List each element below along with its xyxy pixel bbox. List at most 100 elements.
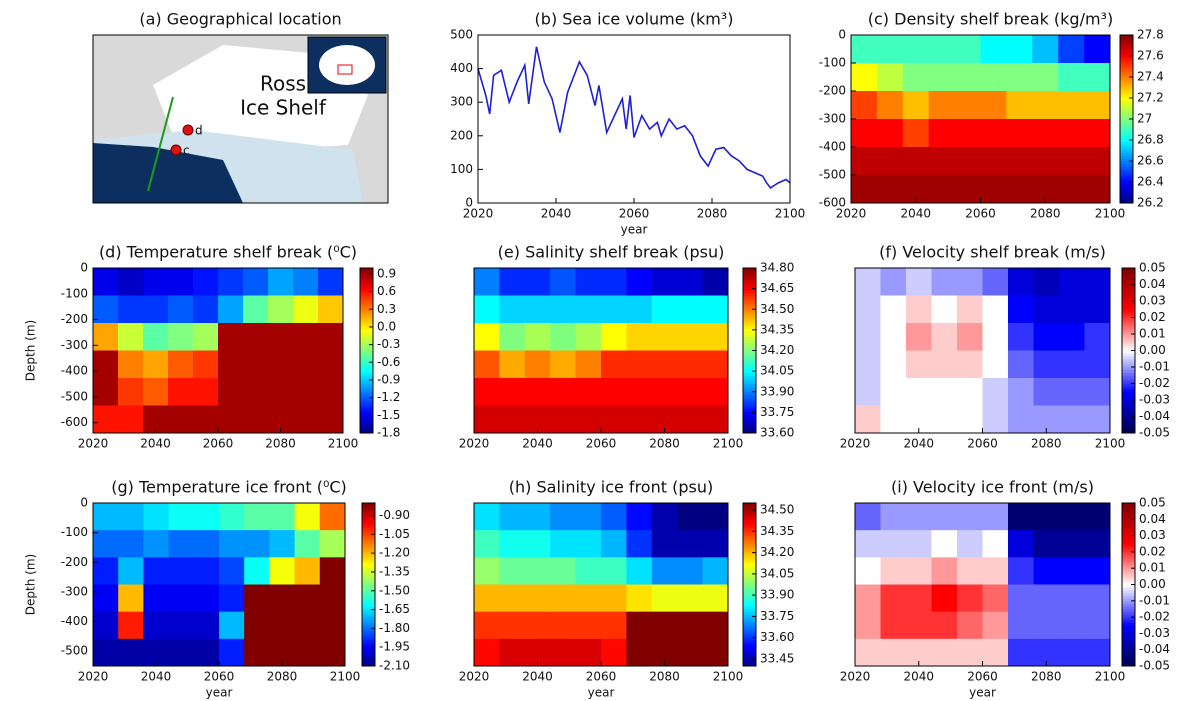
heat-cell	[1034, 296, 1060, 324]
heat-cell	[168, 351, 194, 379]
heat-cell	[320, 557, 346, 585]
heat-cell	[474, 268, 500, 296]
heat-cell	[677, 503, 703, 531]
y-tick-label: -400	[61, 614, 88, 628]
colorbar-label: 33.90	[760, 588, 794, 602]
heat-cell	[1008, 296, 1034, 324]
heat-cell	[1008, 323, 1034, 351]
heat-cell	[957, 268, 983, 296]
colorbar-label: 27.2	[1137, 91, 1164, 105]
heat-cell	[525, 351, 551, 379]
heat-cell	[1008, 585, 1034, 613]
x-tick-label: 2020	[840, 437, 871, 451]
station	[183, 125, 193, 135]
heat-cell	[906, 378, 932, 406]
plot-area	[478, 35, 790, 203]
heat-cell	[576, 378, 602, 406]
heat-cell	[703, 406, 729, 434]
heat-cell	[652, 585, 678, 613]
heat-cell	[929, 147, 955, 176]
colorbar-label: 0.02	[1139, 544, 1166, 558]
heat-cell	[244, 557, 270, 585]
heat-cell	[1085, 351, 1111, 379]
heat-cell	[1085, 639, 1111, 667]
heat-cell	[193, 351, 219, 379]
colorbar-label: 0.00	[1139, 577, 1166, 591]
heat-cell	[855, 378, 881, 406]
x-tick-label: 2040	[522, 437, 553, 451]
heat-cell	[193, 268, 219, 296]
x-tick-label: 2060	[203, 437, 234, 451]
y-axis-label: Depth (m)	[24, 320, 38, 381]
heat-cell	[1059, 296, 1085, 324]
colorbar-label: 0.3	[377, 302, 396, 316]
heat-cell	[243, 268, 269, 296]
heat-cell	[601, 406, 627, 434]
heat-cell	[1059, 268, 1085, 296]
heat-cell	[703, 557, 729, 585]
heat-cell	[626, 351, 652, 379]
colorbar-label: 33.75	[760, 609, 794, 623]
heat-cell	[1058, 35, 1084, 64]
heat-cell	[576, 585, 602, 613]
heat-cell	[1059, 585, 1085, 613]
x-tick-label: 2040	[900, 207, 931, 221]
y-tick-label: -300	[61, 584, 88, 598]
heat-cell	[293, 296, 319, 324]
heat-cell	[983, 585, 1009, 613]
heat-cell	[1085, 503, 1111, 531]
y-tick-label: 400	[450, 61, 473, 75]
heat-cell	[601, 585, 627, 613]
heat-cell	[1084, 119, 1110, 148]
heat-cell	[268, 323, 294, 351]
y-tick-label: 300	[450, 95, 473, 109]
colorbar-label: 0.04	[1139, 512, 1166, 526]
heat-cell	[929, 91, 955, 120]
heat-cell	[499, 557, 525, 585]
heat-cell	[703, 530, 729, 558]
map-label: Ross	[260, 72, 306, 96]
heat-cell	[118, 406, 144, 434]
x-tick-label: 2060	[967, 437, 998, 451]
heat-cell	[218, 378, 244, 406]
heat-cell	[1006, 91, 1032, 120]
heat-cell	[929, 175, 955, 204]
colorbar-label: 0.05	[1139, 261, 1166, 275]
heat-cell	[955, 35, 981, 64]
x-tick-label: 2100	[1095, 207, 1126, 221]
heat-cell	[93, 639, 119, 667]
heat-cell	[244, 530, 270, 558]
heat-cell	[295, 639, 321, 667]
heat-cell	[1085, 378, 1111, 406]
y-tick-label: -500	[819, 168, 846, 182]
y-tick-label: 0	[80, 261, 88, 275]
heat-cell	[932, 503, 958, 531]
heat-cell	[957, 639, 983, 667]
heat-cell	[1085, 585, 1111, 613]
heat-cell	[983, 612, 1009, 640]
panel-title: (e) Salinity shelf break (psu)	[498, 243, 725, 262]
heat-cell	[677, 530, 703, 558]
heat-cell	[1006, 63, 1032, 92]
heat-cell	[1084, 91, 1110, 120]
heat-cell	[168, 406, 194, 434]
x-tick-label: 2020	[78, 437, 109, 451]
heat-cell	[218, 268, 244, 296]
heat-cell	[194, 530, 220, 558]
heat-cell	[318, 351, 344, 379]
heat-cell	[652, 557, 678, 585]
heat-cell	[194, 503, 220, 531]
heat-cell	[118, 639, 144, 667]
heat-cell	[877, 119, 903, 148]
heat-cell	[677, 351, 703, 379]
heat-cell	[576, 557, 602, 585]
heat-cell	[855, 296, 881, 324]
colorbar-label: 27.8	[1137, 28, 1164, 42]
x-axis-label: year	[588, 686, 615, 700]
colorbar-label: 34.20	[760, 545, 794, 559]
heat-cell	[929, 35, 955, 64]
heat-cell	[983, 503, 1009, 531]
heat-cell	[855, 268, 881, 296]
heat-cell	[929, 119, 955, 148]
colorbar-label: -1.8	[377, 426, 400, 440]
